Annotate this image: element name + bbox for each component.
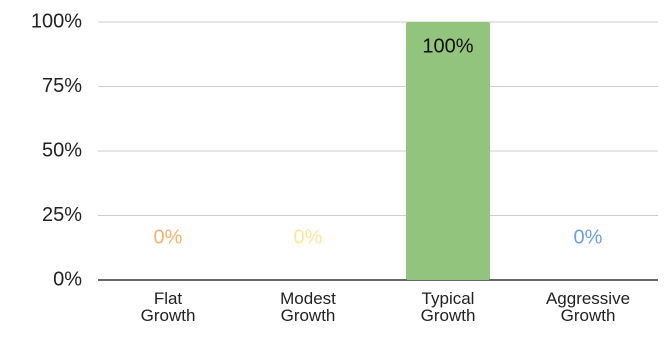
value-label: 0% (154, 226, 183, 248)
x-tick-label: Aggressive Growth (545, 289, 631, 325)
y-tick-label: 100% (31, 10, 82, 32)
value-label: 0% (574, 226, 603, 248)
y-tick-label: 25% (42, 204, 82, 226)
y-tick-label: 75% (42, 75, 82, 97)
x-tick-label: Typical Growth (420, 289, 476, 325)
x-tick-label: Flat Growth (140, 289, 196, 325)
bar (406, 22, 490, 280)
y-tick-label: 0% (53, 268, 82, 290)
y-tick-label: 50% (42, 139, 82, 161)
value-label: 100% (422, 35, 473, 57)
value-label: 0% (294, 226, 323, 248)
x-tick-label: Modest Growth (280, 289, 336, 325)
